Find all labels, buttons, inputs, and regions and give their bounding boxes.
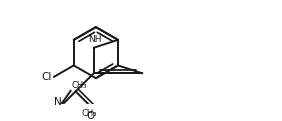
Text: NH: NH: [88, 34, 101, 44]
Text: CH₃: CH₃: [81, 109, 96, 118]
Text: Cl: Cl: [42, 72, 52, 82]
Text: N: N: [54, 97, 61, 107]
Text: O: O: [87, 111, 95, 121]
Text: CH₃: CH₃: [72, 81, 87, 90]
